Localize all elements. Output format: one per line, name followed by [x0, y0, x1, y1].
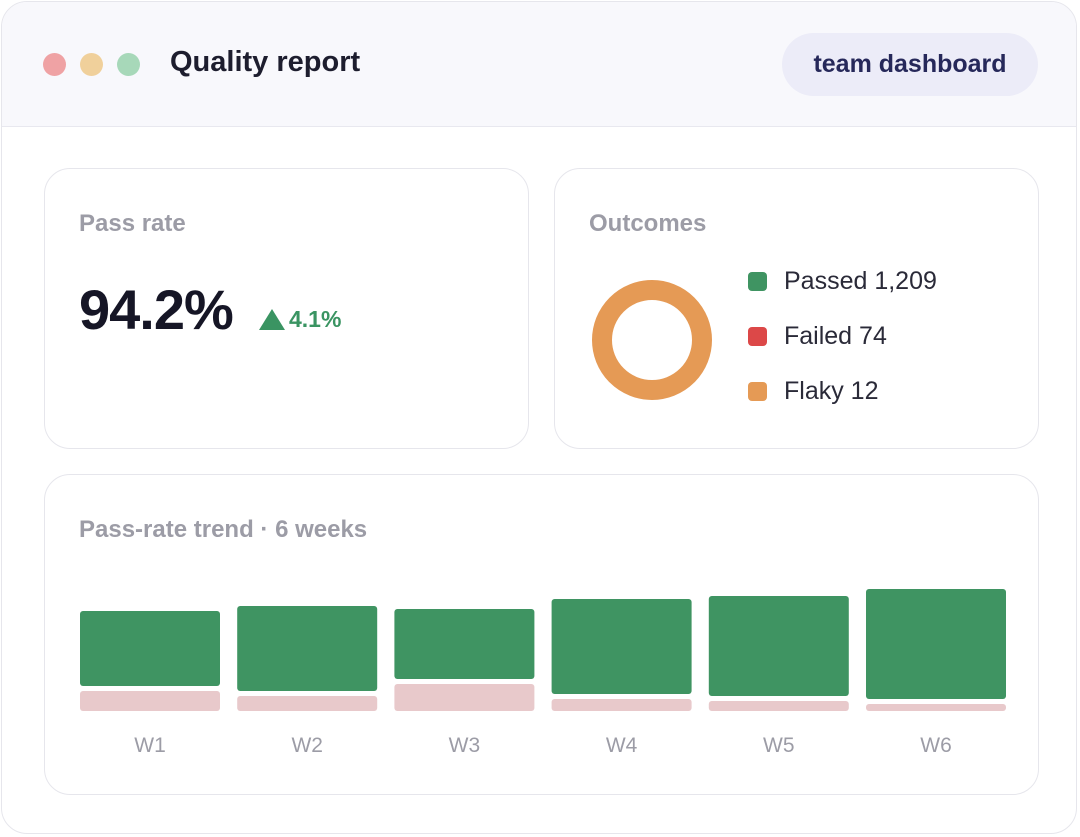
- outcomes-label: Outcomes: [589, 210, 707, 237]
- bar-secondary-w3: [394, 684, 535, 711]
- pass-rate-label: Pass rate: [79, 210, 186, 237]
- legend-label-failed: Failed 74: [784, 322, 887, 350]
- x-tick-label-w2: W2: [291, 734, 323, 757]
- passed-swatch: [748, 272, 767, 291]
- bar-primary-w2: [237, 606, 378, 691]
- pass-rate-delta: 4.1%: [259, 306, 341, 333]
- bar-secondary-w1: [80, 691, 220, 711]
- bar-secondary-w2: [237, 696, 378, 711]
- bar-primary-w6: [866, 589, 1006, 699]
- outcomes-donut: [592, 280, 712, 400]
- bar-primary-w3: [394, 609, 535, 679]
- failed-swatch: [748, 327, 767, 346]
- x-tick-label-w3: W3: [449, 734, 481, 757]
- bar-secondary-w6: [866, 704, 1006, 711]
- legend-item-passed: Passed 1,209: [748, 267, 937, 296]
- flaky-swatch: [748, 382, 767, 401]
- trend-bar-chart: W1 W2 W3 W4 W5 W6: [80, 589, 1006, 757]
- trend-label: Pass-rate trend · 6 weeks: [79, 516, 368, 543]
- title-bar: Quality report team dashboard: [2, 2, 1076, 127]
- legend-item-failed: Failed 74: [748, 322, 887, 351]
- window-title: Quality report: [170, 46, 361, 78]
- pass-rate-delta-value: 4.1%: [289, 306, 342, 332]
- bar-primary-w5: [708, 596, 849, 696]
- donut-ring: [592, 280, 712, 400]
- x-tick-label-w6: W6: [920, 734, 952, 757]
- minimize-window-dot[interactable]: [80, 53, 103, 76]
- team-dashboard-button[interactable]: team dashboard: [782, 33, 1038, 96]
- bar-secondary-w5: [708, 701, 849, 711]
- pass-rate-card: Pass rate 94.2% 4.1%: [44, 168, 529, 449]
- bar-primary-w1: [80, 611, 220, 686]
- legend-label-flaky: Flaky 12: [784, 377, 879, 405]
- pass-rate-trend-card: Pass-rate trend · 6 weeks W1 W2 W3 W4 W5 W6: [44, 474, 1039, 795]
- bar-secondary-w4: [551, 699, 692, 711]
- pass-rate-value: 94.2%: [79, 278, 234, 341]
- legend-item-flaky: Flaky 12: [748, 377, 878, 406]
- x-tick-label-w1: W1: [134, 734, 166, 757]
- x-tick-label-w5: W5: [763, 734, 795, 757]
- x-tick-label-w4: W4: [606, 734, 638, 757]
- trend-up-icon: [259, 309, 285, 330]
- maximize-window-dot[interactable]: [117, 53, 140, 76]
- bar-primary-w4: [551, 599, 692, 694]
- outcomes-card: Outcomes Passed 1,209 Failed 74 Flaky 12: [554, 168, 1039, 449]
- close-window-dot[interactable]: [43, 53, 66, 76]
- legend-label-passed: Passed 1,209: [784, 267, 937, 295]
